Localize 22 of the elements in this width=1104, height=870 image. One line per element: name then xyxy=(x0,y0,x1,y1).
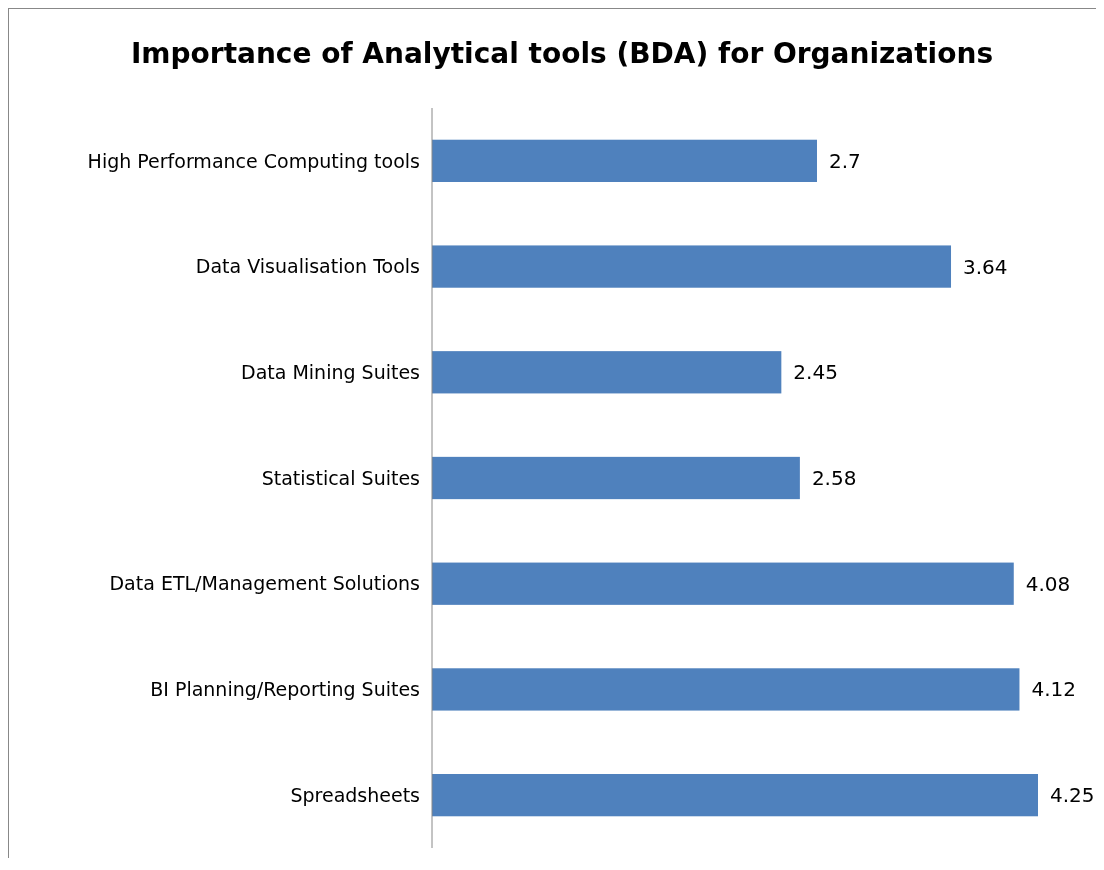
data-label: 2.45 xyxy=(793,360,838,385)
y-tick-label: High Performance Computing tools xyxy=(87,149,420,172)
bar xyxy=(432,456,800,500)
bar xyxy=(432,351,782,394)
y-tick-label: Spreadsheets xyxy=(290,783,420,806)
bar xyxy=(432,139,817,182)
y-tick-label: Data Visualisation Tools xyxy=(195,255,420,278)
y-tick-label: Data Mining Suites xyxy=(241,360,420,383)
bar xyxy=(432,245,952,288)
bar xyxy=(432,562,1014,605)
data-label: 3.64 xyxy=(963,254,1008,279)
data-label: 4.25 xyxy=(1050,783,1095,808)
chart-title: Importance of Analytical tools (BDA) for Organizations xyxy=(130,37,994,70)
bar xyxy=(432,774,1038,817)
data-label: 2.58 xyxy=(811,466,857,490)
data-label: 2.7 xyxy=(828,148,861,173)
data-label: 4.08 xyxy=(1025,571,1071,596)
y-tick-label: Data ETL/Management Solutions xyxy=(109,572,420,595)
y-tick-label: Statistical Suites xyxy=(261,466,420,489)
y-tick-label: BI Planning/Reporting Suites xyxy=(150,678,420,701)
data-label: 4.12 xyxy=(1031,677,1076,702)
bar xyxy=(432,668,1020,711)
